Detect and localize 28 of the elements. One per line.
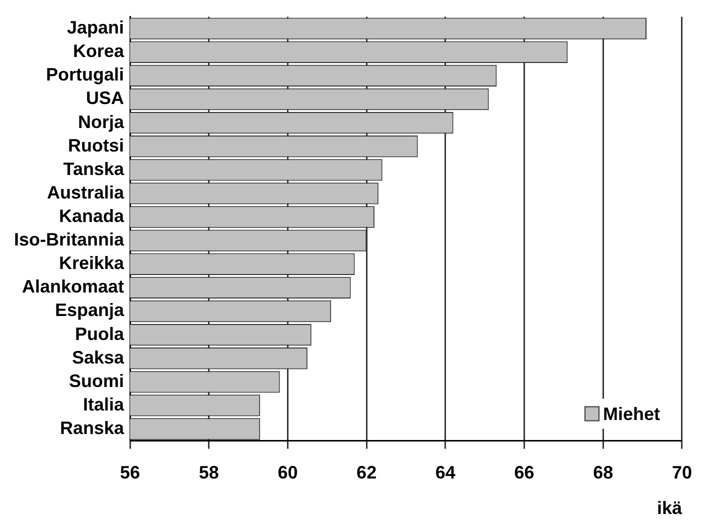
y-tick-label: Australia	[46, 182, 125, 202]
legend-label: Miehet	[602, 404, 660, 424]
x-tick-label: 62	[356, 462, 377, 483]
y-tick-label: Ruotsi	[68, 135, 124, 156]
y-tick-label: Kanada	[58, 206, 125, 226]
y-tick-label: Saksa	[72, 347, 125, 368]
x-tick-label: 58	[198, 462, 219, 483]
y-tick-label: Puola	[74, 324, 125, 344]
y-tick-label: USA	[86, 88, 124, 108]
y-tick-label: Alankomaat	[22, 276, 124, 297]
y-tick-label: Iso-Britannia	[14, 230, 125, 250]
y-tick-label: Suomi	[68, 370, 124, 391]
x-tick-label: 64	[435, 462, 456, 483]
x-axis-title: ikä	[656, 498, 683, 518]
y-tick-label: Espanja	[54, 300, 125, 320]
x-tick-label: 68	[593, 462, 614, 483]
y-tick-label: Kreikka	[58, 253, 125, 274]
y-tick-label: Portugali	[46, 64, 124, 85]
x-tick-label: 66	[514, 462, 534, 483]
y-tick-label: Tanska	[63, 158, 125, 179]
y-tick-label: Norja	[78, 112, 125, 132]
y-tick-label: Ranska	[60, 418, 125, 438]
y-tick-label: Japani	[66, 18, 124, 38]
y-tick-label: Italia	[82, 394, 125, 414]
y-tick-label: Korea	[72, 41, 125, 62]
x-tick-label: 70	[672, 462, 692, 483]
x-tick-label: 60	[278, 462, 298, 483]
x-tick-label: 56	[120, 462, 140, 483]
